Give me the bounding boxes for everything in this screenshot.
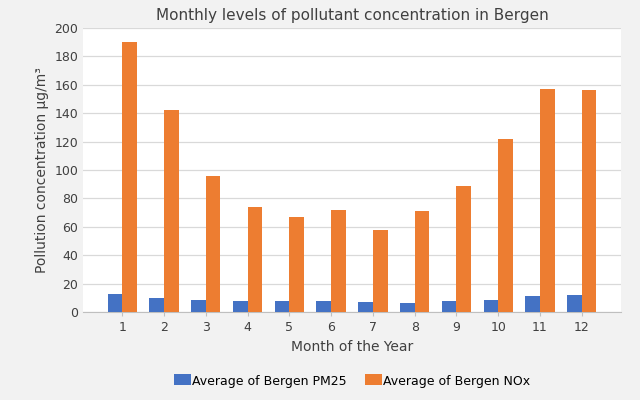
Bar [289,217,304,312]
Bar [484,300,498,312]
Bar [525,296,540,312]
Bar [582,90,596,312]
Bar [400,303,415,312]
Bar [540,89,555,312]
Bar [164,110,179,312]
Bar [456,186,471,312]
Title: Monthly levels of pollutant concentration in Bergen: Monthly levels of pollutant concentratio… [156,8,548,23]
Bar [498,139,513,312]
Bar [331,210,346,312]
Bar [358,302,373,312]
Bar [317,301,331,312]
Bar [108,294,122,312]
Bar [122,42,137,312]
Bar [415,211,429,312]
X-axis label: Month of the Year: Month of the Year [291,340,413,354]
Bar [373,230,387,312]
Bar [206,176,220,312]
Bar [149,298,164,312]
Bar [233,301,248,312]
Legend: Average of Bergen PM25, Average of Bergen NOx: Average of Bergen PM25, Average of Berge… [174,375,530,388]
Bar [442,301,456,312]
Bar [567,295,582,312]
Bar [248,207,262,312]
Bar [275,301,289,312]
Y-axis label: Pollution concentration μg/m³: Pollution concentration μg/m³ [35,67,49,273]
Bar [191,300,206,312]
